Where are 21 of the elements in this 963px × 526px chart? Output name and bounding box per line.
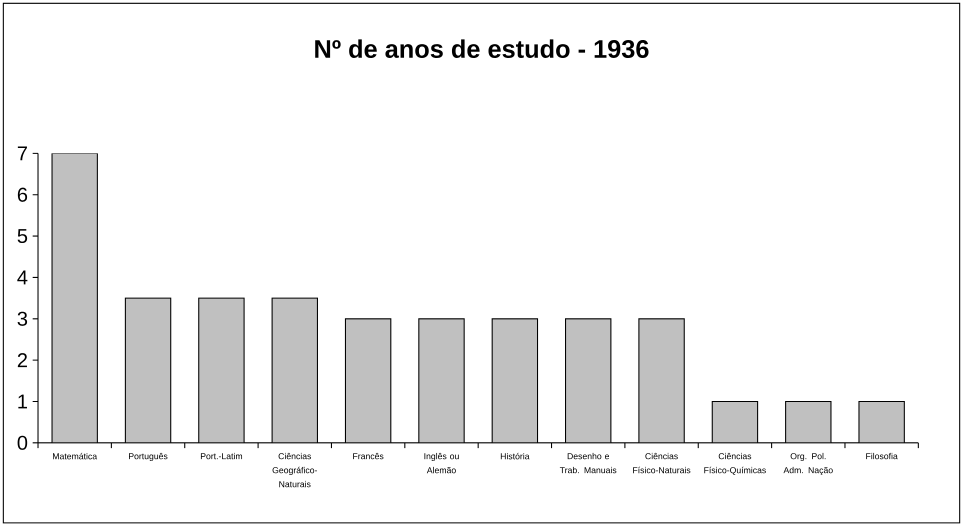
x-tick-label: Ciências Físico-Naturais bbox=[633, 452, 690, 474]
x-tick-label: Org. Pol. Adm. Nação bbox=[783, 452, 833, 475]
x-tick-label: Matemática bbox=[53, 452, 98, 460]
y-tick-label: 6 bbox=[18, 188, 28, 202]
y-tick-label: 1 bbox=[18, 394, 27, 408]
chart-title: Nº de anos de estudo - 1936 bbox=[315, 39, 649, 58]
y-tick-label: 4 bbox=[17, 270, 28, 284]
y-tick-label: 7 bbox=[18, 146, 27, 160]
y-tick-label: 2 bbox=[18, 353, 27, 368]
y-tick-label: 0 bbox=[18, 436, 28, 450]
x-tick-label: Francês bbox=[353, 452, 384, 460]
x-tick-label: História bbox=[500, 452, 530, 460]
x-tick-label: Filosofia bbox=[866, 452, 898, 460]
y-tick-label: 5 bbox=[18, 229, 28, 243]
x-tick-label: Ciências Físico-Químicas bbox=[704, 452, 766, 475]
x-tick-label: Port.-Latim bbox=[200, 452, 242, 460]
x-tick-label: Desenho e Trab. Manuais bbox=[560, 452, 616, 474]
x-tick-label: Português bbox=[129, 452, 168, 461]
y-tick-label: 3 bbox=[18, 312, 28, 326]
x-tick-label: Ciências Geográfico-Naturais bbox=[272, 452, 318, 488]
x-tick-label: Inglês ou Alemão bbox=[424, 452, 459, 474]
